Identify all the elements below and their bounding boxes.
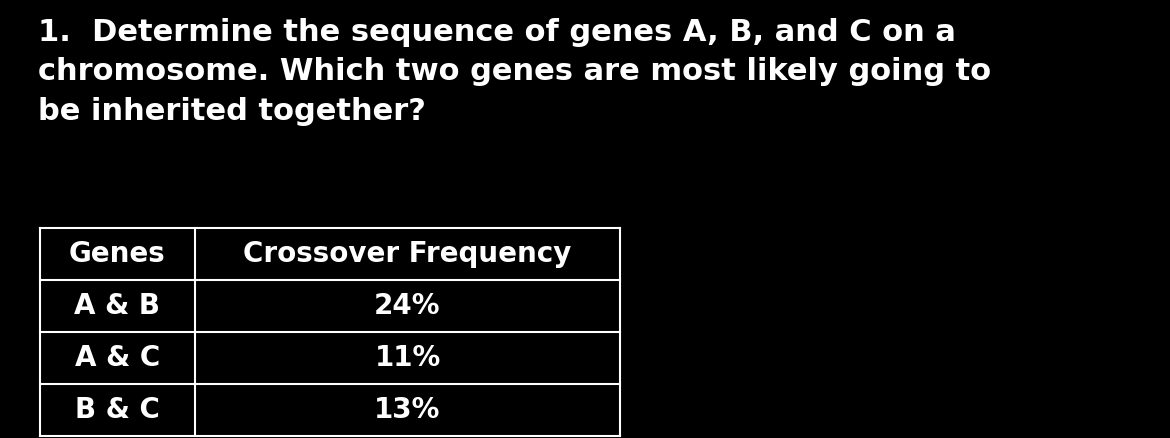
Text: 24%: 24% xyxy=(374,292,441,320)
Text: Crossover Frequency: Crossover Frequency xyxy=(243,240,572,268)
Text: A & C: A & C xyxy=(75,344,160,372)
Text: Genes: Genes xyxy=(69,240,166,268)
Text: B & C: B & C xyxy=(75,396,160,424)
Text: A & B: A & B xyxy=(75,292,160,320)
Bar xyxy=(40,332,620,384)
Bar xyxy=(40,384,620,436)
Text: 13%: 13% xyxy=(374,396,441,424)
Bar xyxy=(40,280,620,332)
Text: 1.  Determine the sequence of genes A, B, and C on a
chromosome. Which two genes: 1. Determine the sequence of genes A, B,… xyxy=(37,18,991,126)
Text: 11%: 11% xyxy=(374,344,441,372)
Bar xyxy=(40,228,620,280)
